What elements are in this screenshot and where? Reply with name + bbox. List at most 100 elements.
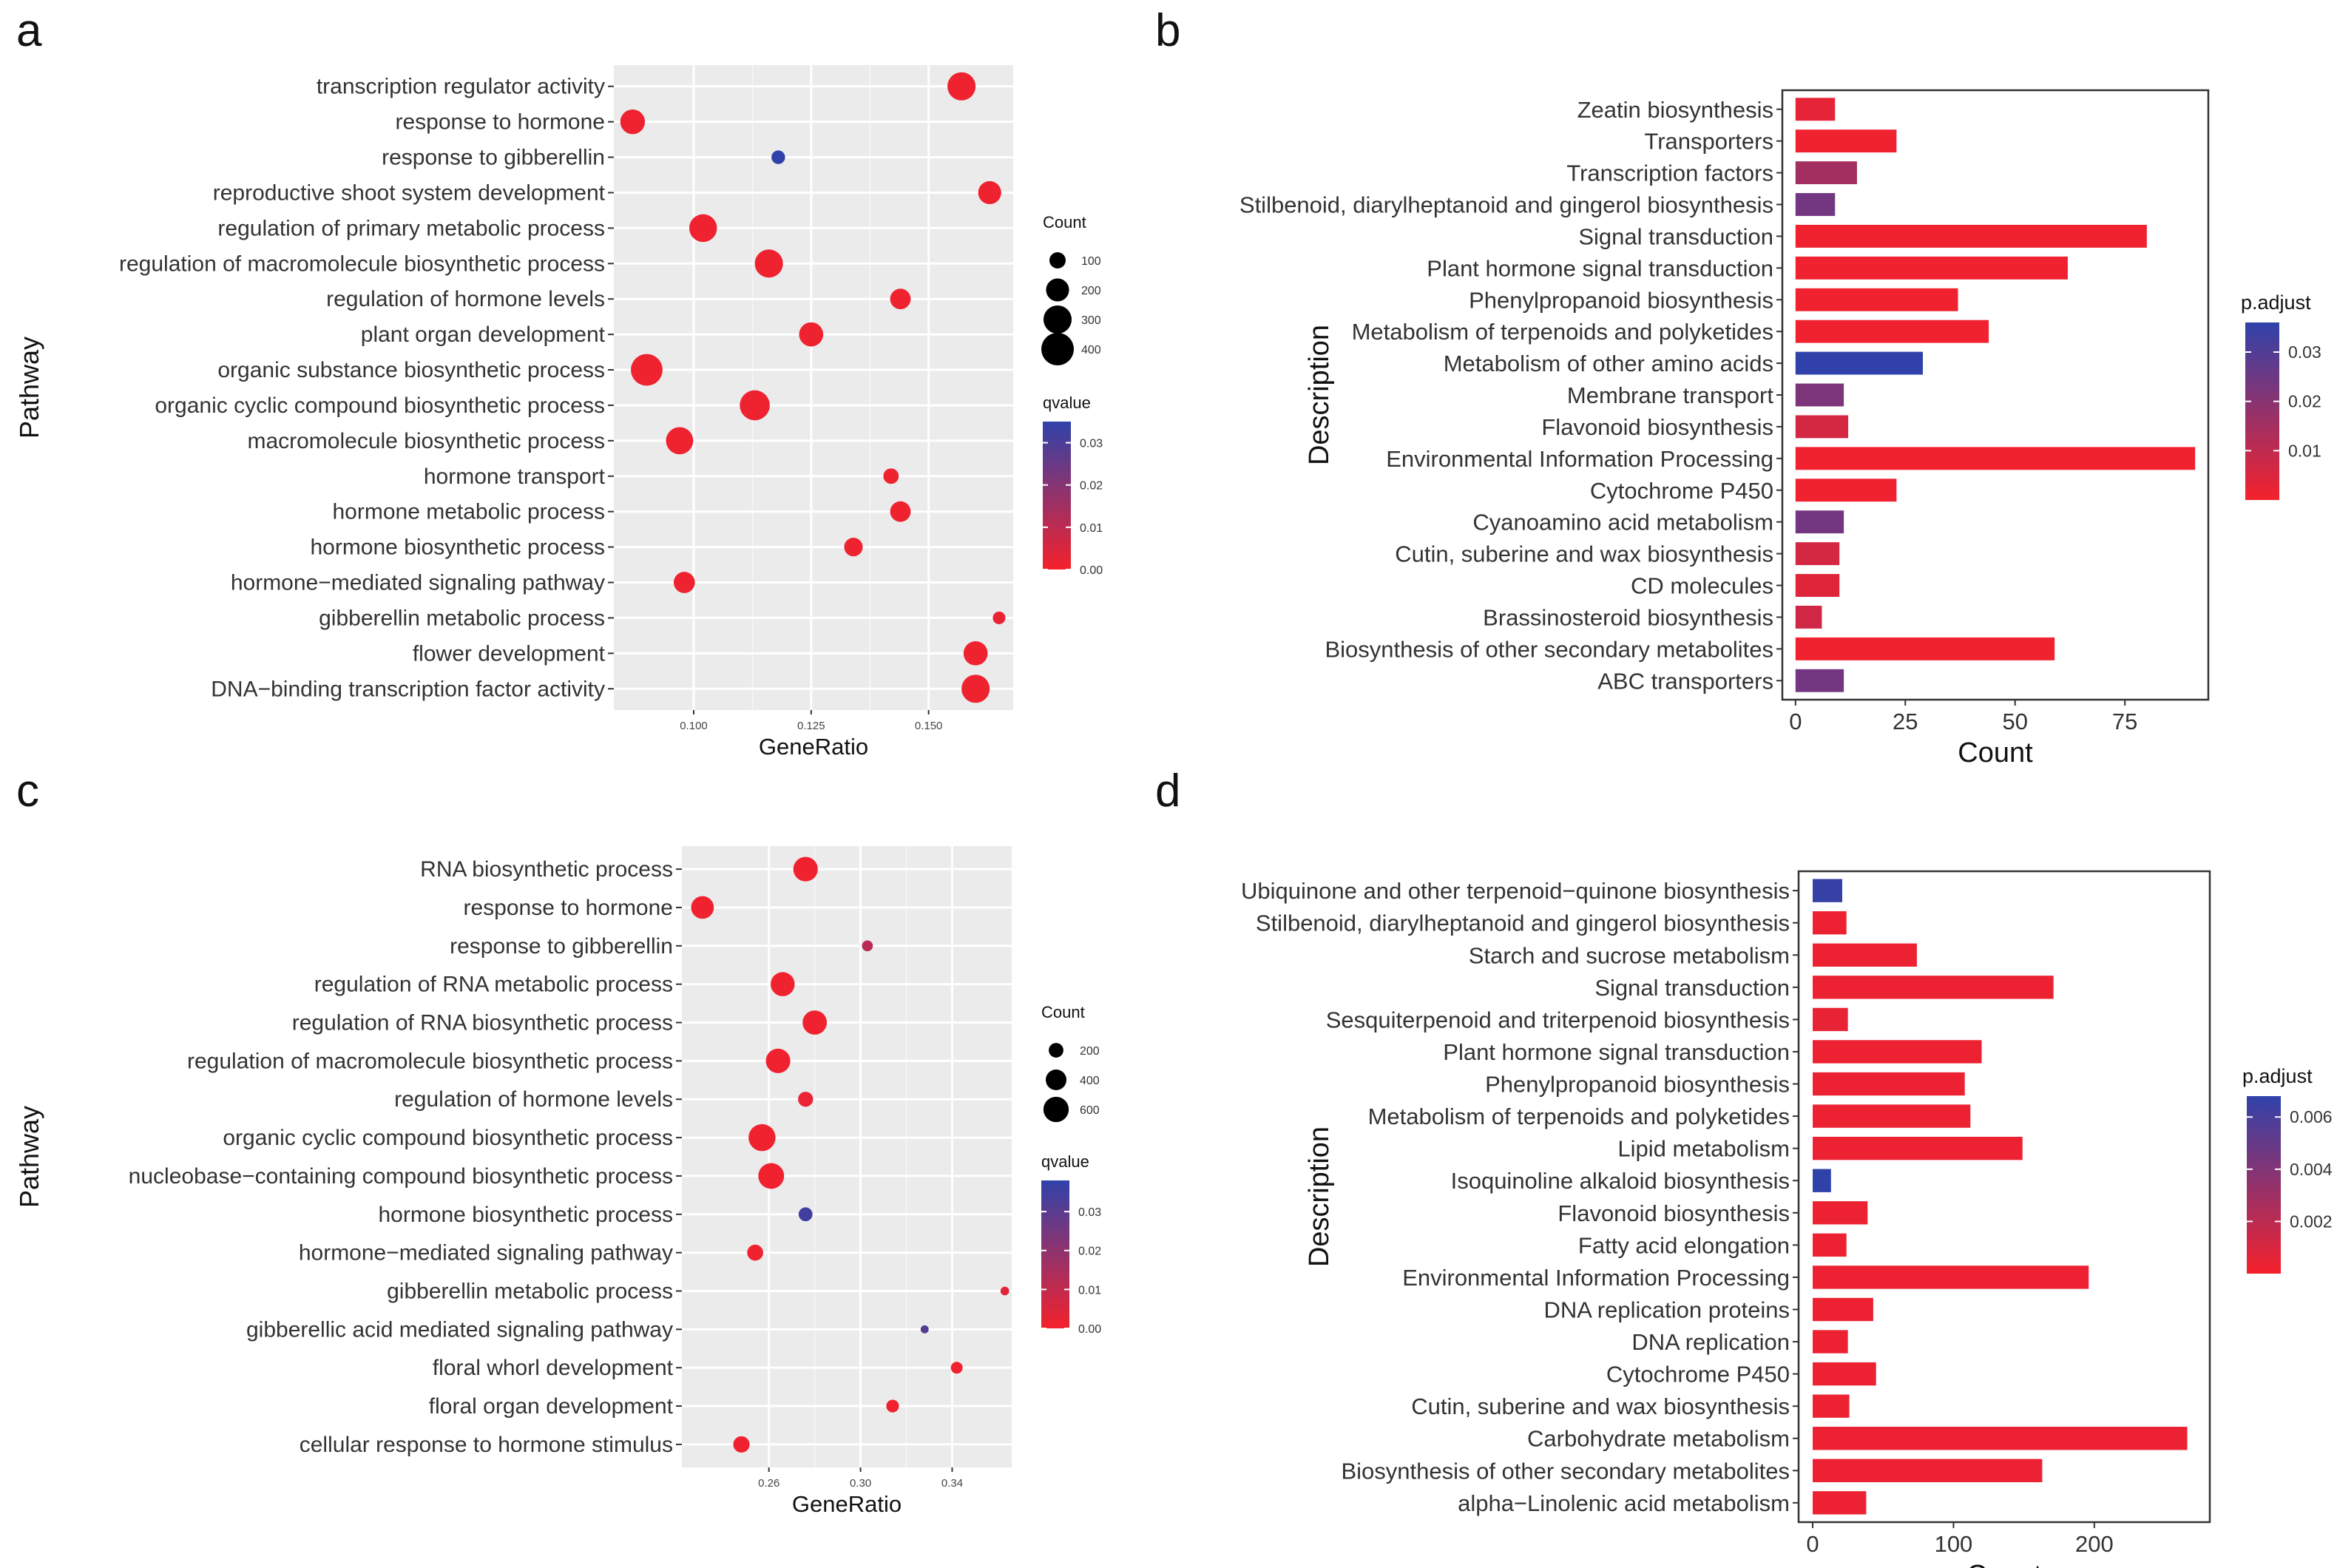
size-legend-label: 400 [1081,344,1101,356]
data-point [890,288,911,310]
y-tick-label: Flavonoid biosynthesis [1541,414,1773,440]
bar [1795,320,1989,343]
panel-letter-d: d [1155,766,1181,817]
x-tick-label: 0.100 [680,720,708,732]
size-legend-key [1049,1043,1063,1058]
size-legend-label: 200 [1080,1045,1100,1058]
data-point [747,1244,763,1261]
x-tick-label: 0.150 [915,720,943,732]
y-tick-label: Plant hormone signal transduction [1427,255,1773,281]
bar [1813,1040,1982,1064]
x-tick-label: 0 [1806,1531,1819,1557]
size-legend-label: 100 [1081,255,1101,268]
size-legend-label: 400 [1080,1075,1100,1087]
data-point [631,354,663,386]
bar [1795,351,1924,375]
y-tick-label: Stilbenoid, diarylheptanoid and gingerol… [1239,192,1773,218]
bar [1813,1201,1868,1225]
size-legend-key [1046,278,1069,302]
x-tick-label: 0 [1789,709,1802,734]
bar [1795,383,1844,407]
y-axis-title: Pathway [14,1106,44,1208]
plot-panel [614,65,1013,710]
data-point [793,856,818,882]
data-point [798,1092,814,1107]
size-legend-label: 200 [1081,285,1101,297]
y-tick-label: Sesquiterpenoid and triterpenoid biosynt… [1326,1007,1790,1033]
x-axis-title: Count [1958,737,2033,768]
data-point [666,427,694,455]
y-tick-label: organic cyclic compound biosynthetic pro… [155,393,605,418]
y-tick-label: Cytochrome P450 [1590,478,1773,504]
bar [1813,1394,1850,1418]
size-legend-key [1043,1096,1069,1123]
y-axis-title: Description [1304,1126,1335,1267]
y-tick-label: gibberellic acid mediated signaling path… [246,1317,673,1342]
bar [1795,129,1897,153]
chart-c: 0.26 0.30 0.34 RNA biosynthetic process resp… [14,846,1101,1517]
x-tick-label: 75 [2112,709,2137,734]
y-tick-label: regulation of RNA biosynthetic process [292,1011,673,1035]
color-legend-title: p.adjust [2241,291,2311,314]
data-point [963,641,988,666]
panel-letter-b: b [1155,5,1181,56]
bar [1795,637,2055,660]
y-tick-label: macromolecule biosynthetic process [247,429,605,453]
y-tick-label: DNA replication [1631,1329,1790,1355]
colorbar-tick-label: 0.03 [1080,438,1103,450]
data-point [862,940,873,952]
colorbar-tick-label: 0.006 [2290,1107,2333,1126]
y-tick-label: Flavonoid biosynthesis [1558,1200,1790,1226]
x-axis-title: GeneRatio [792,1491,902,1517]
y-tick-label: Transporters [1644,129,1773,155]
colorbar-tick-label: 0.004 [2290,1160,2333,1179]
chart-a: 0.100 0.125 0.150 transcription regulator a… [14,65,1103,760]
bar [1795,479,1897,502]
y-tick-label: response to gibberellin [382,146,605,170]
y-tick-label: Stilbenoid, diarylheptanoid and gingerol… [1256,910,1790,936]
bar [1795,288,1958,311]
y-tick-label: Membrane transport [1567,382,1774,408]
bar [1813,943,1917,967]
data-point [748,1123,776,1152]
x-tick-label: 0.30 [850,1477,871,1490]
data-point [883,468,899,484]
data-point [920,1325,929,1334]
x-tick-label: 0.125 [797,720,825,732]
y-tick-label: Cytochrome P450 [1606,1362,1790,1388]
color-legend-title: qvalue [1043,393,1091,412]
size-legend-key [1043,305,1072,334]
x-tick-label: 100 [1935,1531,1973,1557]
y-tick-label: Environmental Information Processing [1402,1265,1790,1291]
x-tick-label: 25 [1893,709,1918,734]
colorbar [2247,1096,2281,1274]
color-legend-title: p.adjust [2242,1065,2313,1087]
y-tick-label: Starch and sucrose metabolism [1469,942,1790,968]
y-tick-label: regulation of hormone levels [394,1087,673,1112]
data-point [799,322,824,347]
colorbar-tick-label: 0.02 [1080,480,1103,493]
y-tick-label: reproductive shoot system development [213,180,606,205]
data-point [947,72,976,101]
y-tick-label: alpha−Linolenic acid metabolism [1458,1490,1790,1516]
y-tick-label: Brassinosteroid biosynthesis [1483,604,1773,630]
bar [1795,542,1840,566]
colorbar-tick-label: 0.00 [1078,1323,1101,1336]
y-tick-label: hormone−mediated signaling pathway [231,571,605,595]
plot-panel [682,846,1012,1467]
data-point [890,501,911,522]
data-point [1000,1286,1009,1296]
y-tick-label: Environmental Information Processing [1386,446,1773,472]
size-legend-title: Count [1041,1003,1085,1021]
size-legend-label: 600 [1080,1104,1100,1117]
y-tick-label: regulation of primary metabolic process [217,216,605,240]
y-tick-label: organic cyclic compound biosynthetic pro… [223,1126,673,1150]
bar [1795,415,1849,439]
y-tick-label: hormone transport [424,464,606,489]
bar [1813,1491,1867,1515]
y-tick-label: response to hormone [463,896,673,920]
chart-b: Zeatin biosynthesis Transporters Transcrip… [1239,89,2321,768]
y-tick-label: Plant hormone signal transduction [1443,1039,1790,1065]
size-legend-key [1049,252,1066,268]
plot-frame [1781,89,2210,701]
